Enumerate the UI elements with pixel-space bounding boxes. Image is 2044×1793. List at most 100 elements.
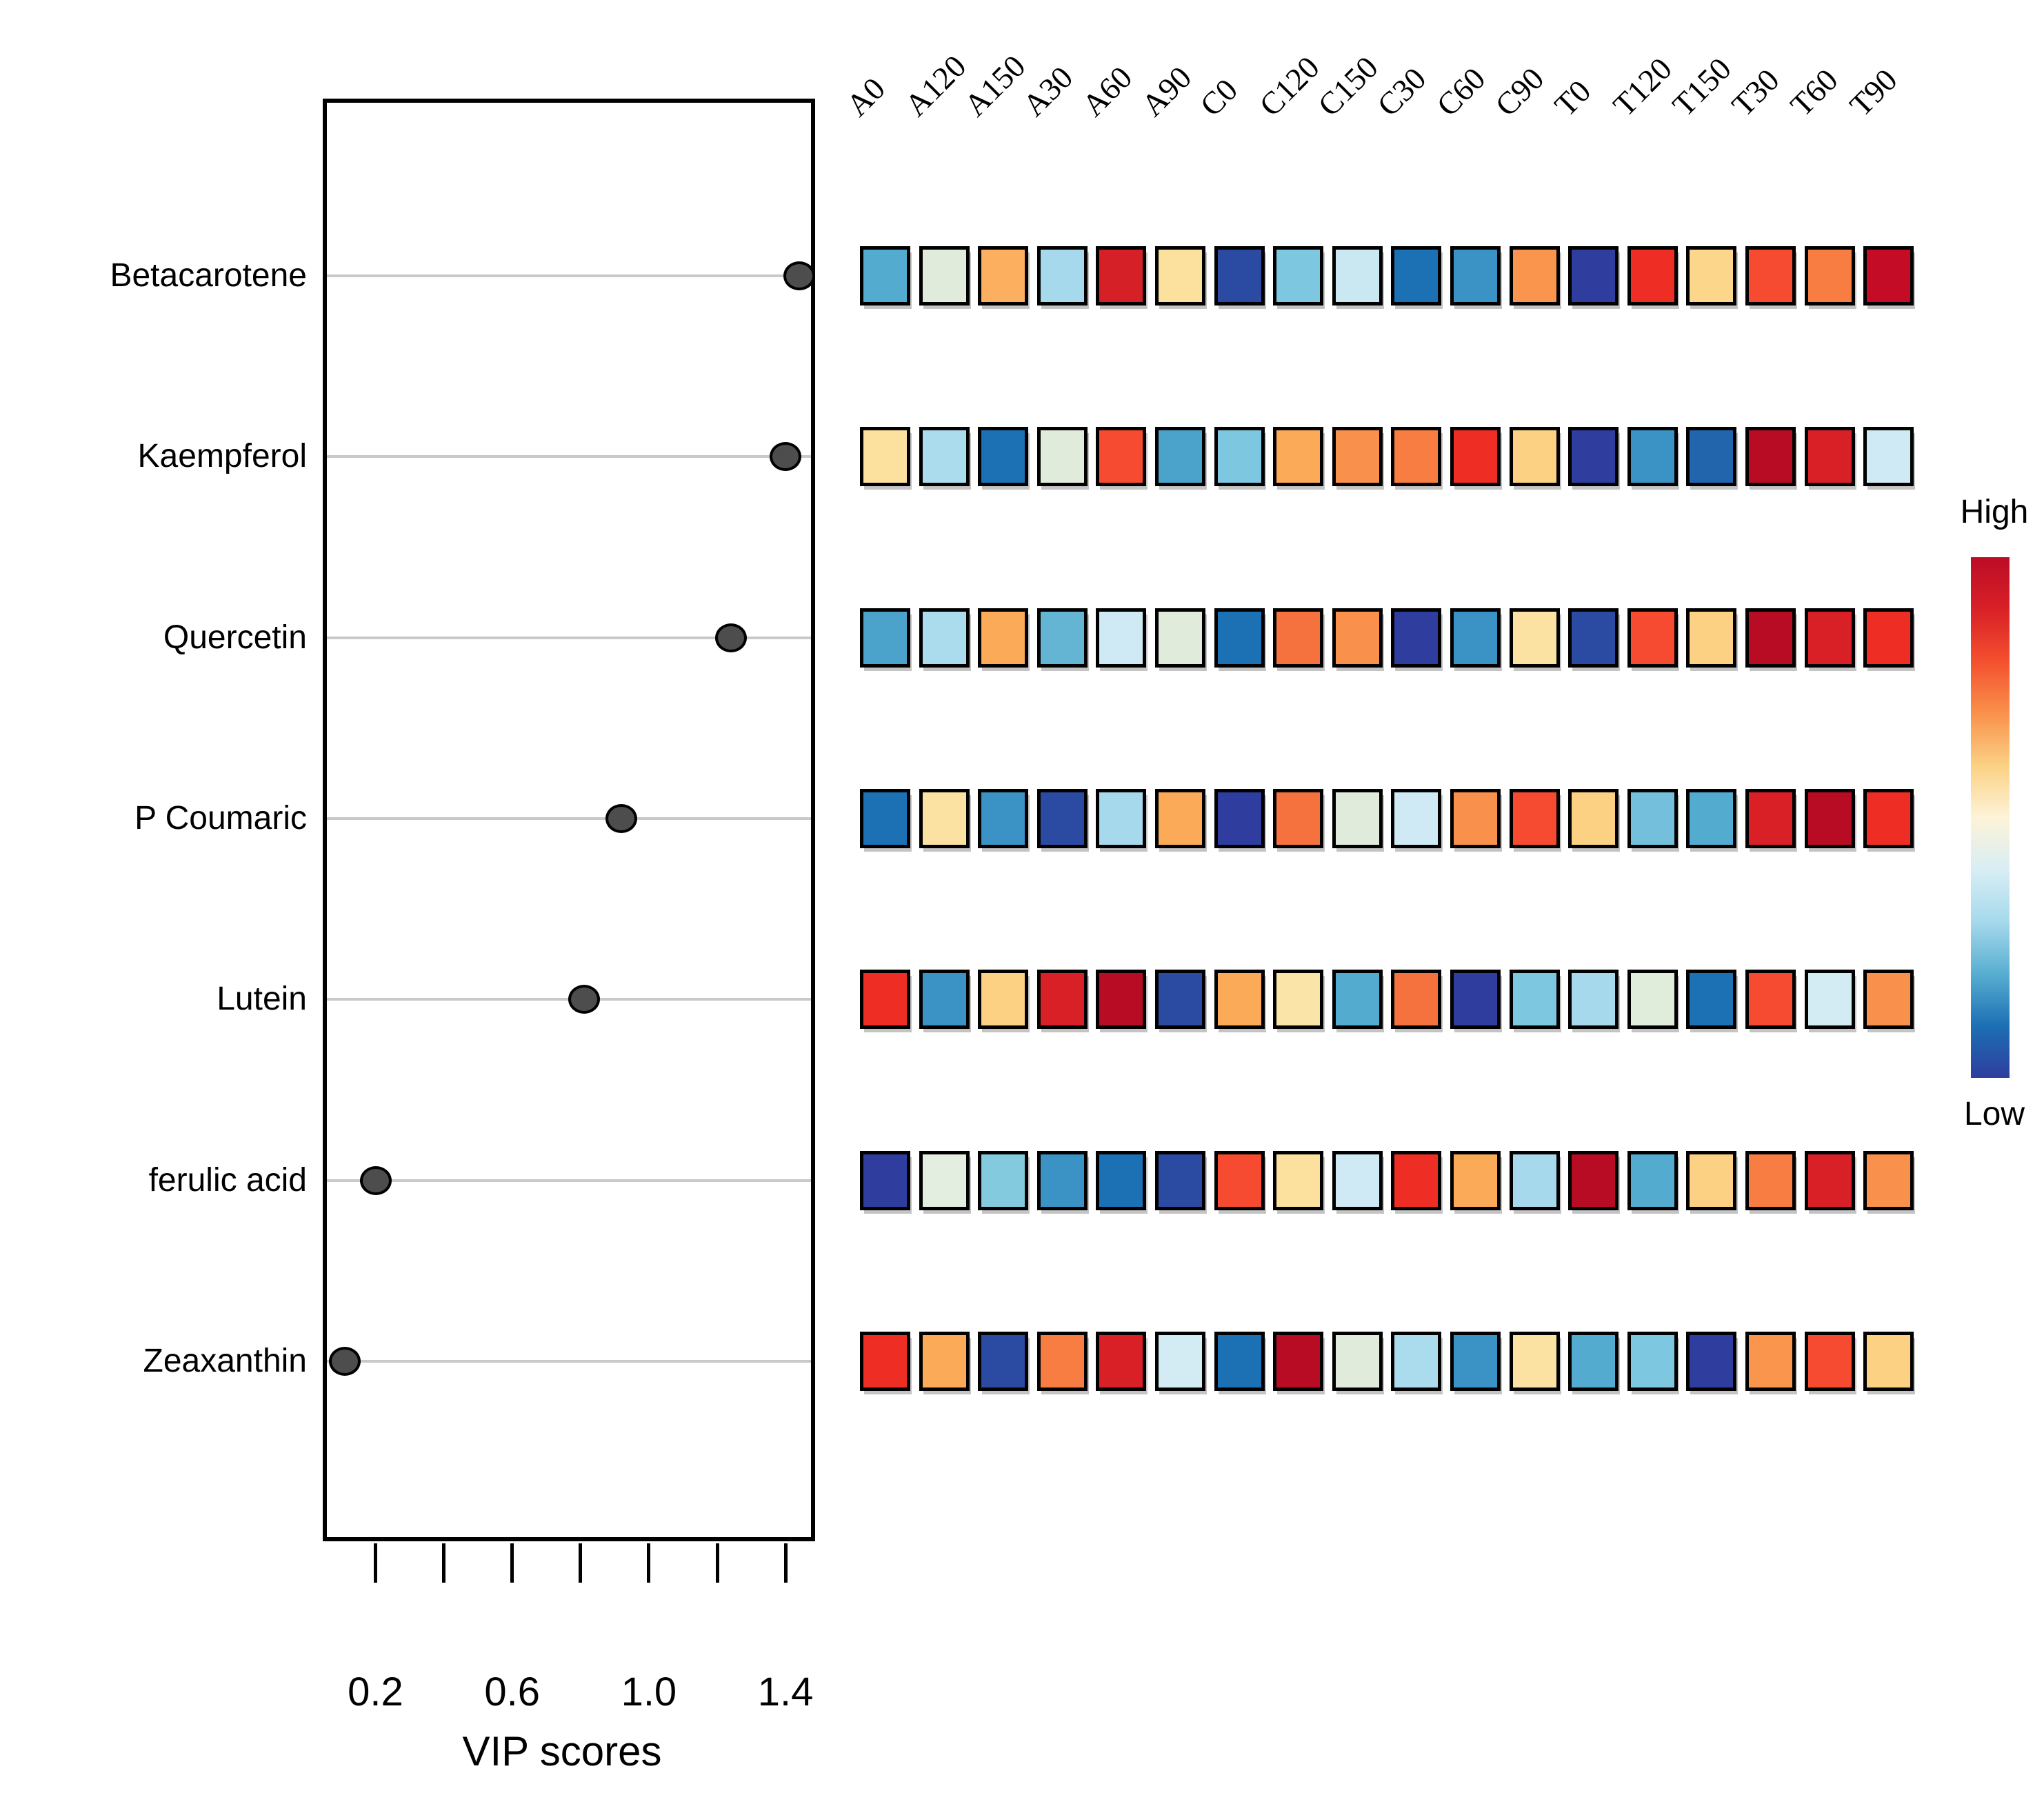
heatmap-cell (1686, 970, 1737, 1030)
feature-label: Quercetin (163, 619, 307, 656)
feature-label: Betacarotene (110, 257, 307, 294)
x-tick (510, 1543, 514, 1583)
heatmap-cell (1450, 246, 1501, 305)
heatmap-cell (1568, 788, 1619, 848)
heatmap-cell (1804, 788, 1855, 848)
heatmap-cell (1509, 608, 1560, 668)
column-header: C120 (1252, 49, 1326, 123)
heatmap-cell (1214, 427, 1265, 487)
heatmap-cell (1036, 608, 1088, 668)
heatmap-cell (1332, 788, 1383, 848)
heatmap-cell (1863, 970, 1914, 1030)
heatmap-cell (978, 970, 1029, 1030)
heatmap-cell (1273, 246, 1324, 305)
column-header: A150 (956, 48, 1032, 123)
gridline (327, 455, 811, 459)
heatmap-cell (1568, 970, 1619, 1030)
heatmap-cell (978, 246, 1029, 305)
heatmap-cell (1096, 970, 1147, 1030)
heatmap-cell (1863, 246, 1914, 305)
x-tick (715, 1543, 719, 1583)
heatmap-cell (1155, 427, 1205, 487)
heatmap-cell (1745, 1150, 1796, 1210)
gridline (327, 1359, 811, 1363)
x-tick (374, 1543, 377, 1583)
heatmap-cell (1096, 608, 1147, 668)
gridline (327, 1179, 811, 1182)
heatmap-cell (1391, 1331, 1442, 1391)
column-header: T90 (1842, 61, 1904, 123)
heatmap-cell (978, 427, 1029, 487)
column-header: A90 (1134, 59, 1198, 123)
heatmap-cell (1863, 1150, 1914, 1210)
vip-dot (328, 1346, 361, 1376)
heatmap-cell (1155, 608, 1205, 668)
legend-low-label: Low (1963, 1096, 2025, 1132)
heatmap-cell (1036, 1331, 1088, 1391)
column-header: T120 (1606, 50, 1679, 123)
heatmap-cell (1509, 788, 1560, 848)
heatmap-cell (1332, 608, 1383, 668)
heatmap-cell (1568, 1150, 1619, 1210)
heatmap-cell (1273, 427, 1324, 487)
feature-label: Zeaxanthin (143, 1342, 308, 1379)
x-tick (442, 1543, 446, 1583)
x-tick-label: 0.6 (484, 1670, 540, 1714)
heatmap-cell (1450, 427, 1501, 487)
heatmap-cell (860, 1331, 910, 1391)
heatmap-cell (1804, 246, 1855, 305)
heatmap-cell (1804, 608, 1855, 668)
heatmap-cell (1273, 608, 1324, 668)
heatmap-cell (1273, 1150, 1324, 1210)
heatmap-cell (1568, 246, 1619, 305)
x-tick (783, 1543, 788, 1583)
x-tick-label: 0.2 (348, 1670, 403, 1714)
heatmap-cell (1568, 1331, 1619, 1391)
heatmap-cell (1745, 970, 1796, 1030)
heatmap-cell (1568, 608, 1619, 668)
heatmap-cell (1686, 608, 1737, 668)
heatmap-cell (1450, 608, 1501, 668)
heatmap-cell (919, 1331, 970, 1391)
column-header: C150 (1311, 49, 1385, 123)
heatmap-cell (1036, 788, 1088, 848)
column-header: C0 (1193, 72, 1245, 123)
heatmap-cell (919, 788, 970, 848)
heatmap-cell (1155, 788, 1205, 848)
heatmap-cell (1450, 970, 1501, 1030)
column-header: A120 (898, 48, 973, 123)
heatmap-cell (1627, 1331, 1678, 1391)
heatmap-cell (1627, 788, 1678, 848)
heatmap-cell (1332, 246, 1383, 305)
vip-dot (714, 623, 747, 652)
feature-label: P Coumaric (134, 799, 307, 837)
heatmap-cell (978, 608, 1029, 668)
heatmap-cell (1686, 788, 1737, 848)
feature-label: Kaempferol (137, 438, 307, 475)
heatmap-cell (1627, 246, 1678, 305)
vip-plot-box (323, 99, 815, 1541)
heatmap-cell (1627, 608, 1678, 668)
column-header: C60 (1429, 61, 1492, 123)
heatmap-cell (919, 970, 970, 1030)
heatmap-cell (1214, 970, 1265, 1030)
heatmap-cell (1214, 608, 1265, 668)
heatmap-cell (860, 970, 910, 1030)
heatmap-cell (1509, 970, 1560, 1030)
heatmap-cell (919, 246, 970, 305)
heatmap-cell (1450, 1150, 1501, 1210)
heatmap-cell (1155, 246, 1205, 305)
heatmap-cell (1332, 1331, 1383, 1391)
heatmap-cell (1096, 1331, 1147, 1391)
heatmap-cell (1568, 427, 1619, 487)
heatmap-cell (1863, 427, 1914, 487)
heatmap-cell (1804, 427, 1855, 487)
x-axis-title: VIP scores (462, 1728, 662, 1774)
column-header: T150 (1665, 50, 1738, 123)
x-tick (647, 1543, 651, 1583)
heatmap-cell (860, 246, 910, 305)
heatmap-cell (1627, 427, 1678, 487)
heatmap-cell (860, 788, 910, 848)
gridline (327, 817, 811, 820)
